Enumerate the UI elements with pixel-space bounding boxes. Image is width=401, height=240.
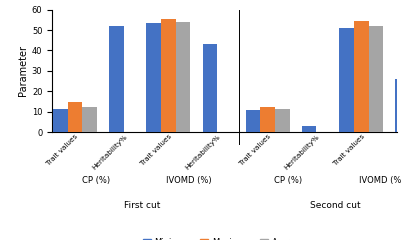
Y-axis label: Parameter: Parameter	[18, 45, 28, 96]
Text: Second cut: Second cut	[310, 201, 360, 210]
Text: CP (%): CP (%)	[274, 176, 302, 185]
Bar	[203, 44, 217, 132]
Text: CP (%): CP (%)	[81, 176, 110, 185]
Bar	[82, 107, 97, 132]
Bar	[260, 107, 275, 132]
Text: IVOMD (%): IVOMD (%)	[359, 176, 401, 185]
Bar	[146, 23, 161, 132]
Bar	[53, 108, 68, 132]
Bar	[275, 108, 290, 132]
Bar	[369, 26, 383, 132]
Bar	[339, 28, 354, 132]
Text: IVOMD (%): IVOMD (%)	[166, 176, 212, 185]
Text: First cut: First cut	[124, 201, 160, 210]
Bar	[302, 126, 316, 132]
Bar	[395, 79, 401, 132]
Legend: Minimum, Maximum, Average: Minimum, Maximum, Average	[140, 234, 310, 240]
Bar	[176, 22, 190, 132]
Bar	[354, 21, 369, 132]
Bar	[246, 109, 260, 132]
Bar	[109, 26, 124, 132]
Bar	[161, 19, 176, 132]
Bar	[68, 102, 82, 132]
